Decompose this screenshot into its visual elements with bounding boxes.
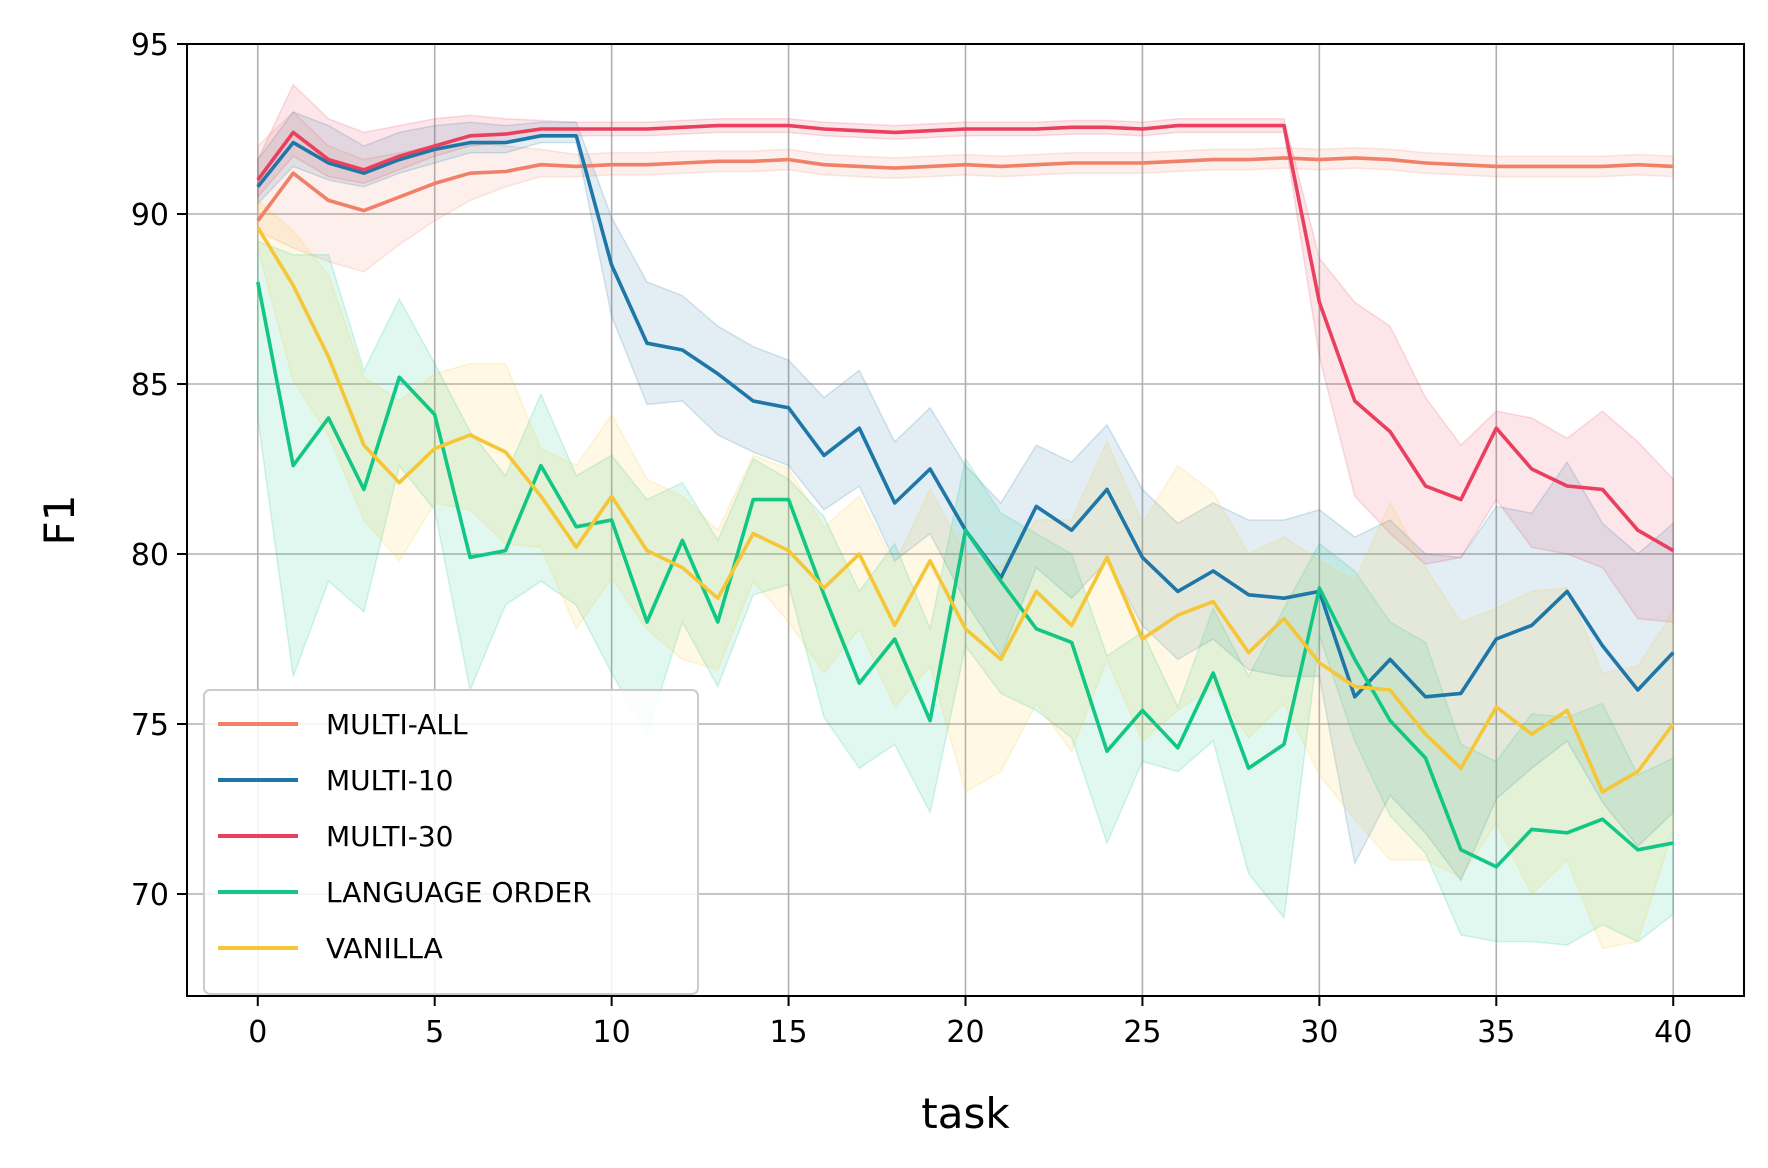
band-multi-30 [257,83,1674,623]
y-axis-ticks: 70 75 80 85 90 95 [131,28,187,913]
line-language-order [256,281,1674,869]
x-tick-label: 35 [1477,1015,1515,1050]
x-tick-label: 5 [425,1015,444,1050]
legend-label-language-order: LANGUAGE ORDER [326,876,592,909]
x-tick-label: 10 [593,1015,631,1050]
legend-label-multi-10: MULTI-10 [326,764,454,797]
legend-label-multi-all: MULTI-ALL [326,708,468,741]
line-multi-30 [256,123,1675,553]
x-tick-label: 0 [248,1015,267,1050]
band-multi-all [257,110,1674,273]
x-tick-label: 30 [1300,1015,1338,1050]
series-lines [256,123,1675,869]
band-language-order [257,240,1674,946]
y-tick-label: 90 [131,198,169,233]
x-tick-label: 15 [769,1015,807,1050]
x-tick-label: 25 [1123,1015,1161,1050]
line-vanilla [256,226,1675,794]
y-tick-label: 75 [131,708,169,743]
y-tick-label: 70 [131,878,169,913]
x-axis-label: task [921,1089,1010,1138]
band-vanilla [257,198,1674,950]
band-multi-10 [257,111,1674,882]
legend-label-multi-30: MULTI-30 [326,820,454,853]
x-axis-ticks: 0 5 10 15 20 25 30 35 40 [248,996,1692,1050]
y-tick-label: 80 [131,538,169,573]
legend-label-vanilla: VANILLA [326,932,443,965]
confidence-bands [257,83,1674,950]
legend: MULTI-ALL MULTI-10 MULTI-30 LANGUAGE ORDER V… [203,689,699,995]
x-tick-label: 40 [1654,1015,1692,1050]
y-tick-label: 85 [131,368,169,403]
line-multi-all [256,156,1674,222]
legend-box [203,689,699,995]
y-axis-label: F1 [35,495,84,546]
y-tick-label: 95 [131,28,169,63]
x-tick-label: 20 [946,1015,984,1050]
